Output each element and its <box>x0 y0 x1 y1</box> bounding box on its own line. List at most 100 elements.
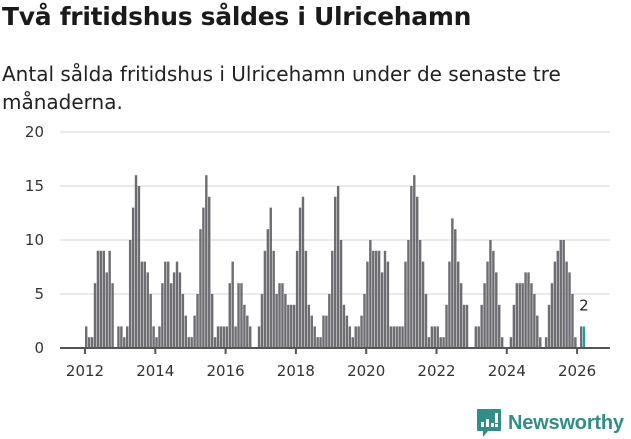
bar <box>339 240 343 348</box>
bar <box>167 261 170 348</box>
bar <box>155 337 158 348</box>
chart-subtitle: Antal sålda fritidshus i Ulricehamn unde… <box>2 62 561 114</box>
bar <box>547 304 551 348</box>
bar <box>152 326 155 348</box>
bar <box>518 283 521 348</box>
bar <box>407 240 410 348</box>
bar <box>246 315 249 348</box>
bar <box>556 250 560 348</box>
bar <box>295 250 299 348</box>
bar <box>181 294 185 348</box>
bar <box>137 186 141 348</box>
bar <box>228 283 231 348</box>
bar <box>99 250 103 348</box>
bar <box>421 261 425 348</box>
bar <box>93 283 97 348</box>
x-tick-label: 2024 <box>488 362 526 380</box>
bar <box>240 283 243 348</box>
bar <box>474 326 478 348</box>
bar <box>269 207 272 348</box>
bar <box>96 250 100 348</box>
y-tick-label: 10 <box>25 231 44 249</box>
bar <box>486 261 489 348</box>
bar <box>328 294 331 348</box>
bar <box>533 294 536 348</box>
bar <box>509 337 513 348</box>
x-tick-label: 2018 <box>277 362 315 380</box>
bar <box>161 283 164 348</box>
bar <box>512 304 516 348</box>
bar <box>196 294 199 348</box>
bar <box>574 337 577 348</box>
bar <box>219 326 223 348</box>
bar <box>580 326 583 348</box>
bar <box>331 250 334 348</box>
bar <box>143 261 147 348</box>
bar <box>559 240 562 348</box>
bar <box>363 294 366 348</box>
bar <box>544 337 548 348</box>
x-tick-label: 2014 <box>136 362 174 380</box>
bar <box>492 250 495 348</box>
bar <box>521 283 524 348</box>
bar <box>418 240 422 348</box>
bar <box>459 283 463 348</box>
bar <box>85 326 88 348</box>
bar <box>377 250 381 348</box>
bar <box>568 272 571 348</box>
bar <box>383 250 387 348</box>
bar <box>448 261 451 348</box>
bar <box>483 283 486 348</box>
bar <box>336 186 340 348</box>
bar <box>301 196 305 348</box>
x-tick-label: 2026 <box>558 362 596 380</box>
bar <box>216 326 220 348</box>
bar <box>436 326 439 348</box>
bar <box>316 337 319 348</box>
x-tick-label: 2012 <box>66 362 104 380</box>
bar <box>304 250 308 348</box>
bar <box>562 240 565 348</box>
bar <box>389 326 393 348</box>
bar <box>208 196 211 348</box>
y-tick-label: 15 <box>25 177 44 195</box>
bar <box>284 294 287 348</box>
bar <box>87 337 91 348</box>
chart-title: Två fritidshus såldes i Ulricehamn <box>2 2 472 31</box>
bar <box>205 175 208 348</box>
bar <box>146 272 149 348</box>
bar <box>243 304 246 348</box>
bar <box>495 272 498 348</box>
y-tick-label: 5 <box>34 285 44 303</box>
bar <box>333 196 337 348</box>
bar <box>134 175 138 348</box>
bar <box>90 337 94 348</box>
bar <box>398 326 401 348</box>
bar <box>345 315 349 348</box>
bar <box>550 283 554 348</box>
bar <box>442 337 445 348</box>
bar <box>392 326 395 348</box>
bar <box>175 261 179 348</box>
bar <box>102 250 106 348</box>
y-tick-label: 0 <box>34 339 44 357</box>
bar <box>527 272 530 348</box>
chart-canvas: 0 5 10 15 20 2012 2014 2016 2018 2020 2022 2024 2026… <box>25 123 610 380</box>
bar <box>131 207 135 348</box>
bar <box>357 326 360 348</box>
bar <box>374 250 378 348</box>
bar <box>202 207 205 348</box>
bar <box>427 337 431 348</box>
bar <box>477 326 480 348</box>
bar <box>266 229 270 348</box>
brand-name: Newsworthy <box>508 411 624 434</box>
bar <box>140 261 144 348</box>
bar <box>158 326 161 348</box>
bar <box>257 326 261 348</box>
bar <box>307 304 311 348</box>
bar <box>424 294 428 348</box>
bar <box>213 337 217 348</box>
bar <box>480 304 483 348</box>
bar <box>457 261 460 348</box>
bar <box>199 229 202 348</box>
